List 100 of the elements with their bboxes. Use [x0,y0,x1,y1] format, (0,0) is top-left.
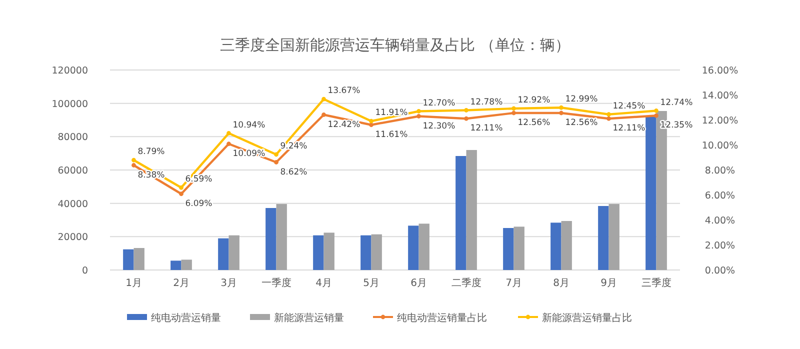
data-label: 10.94% [232,120,266,130]
x-tick-label: 7月 [506,278,522,289]
y2-tick-label: 10.00% [702,140,738,152]
x-tick-label: 一季度 [261,277,292,289]
x-tick-label: 3月 [220,278,237,289]
x-tick-label: 8月 [553,278,570,289]
bar [418,224,430,270]
bar [228,235,240,270]
y2-tick-label: 2.00% [704,240,736,252]
data-label: 12.30% [422,121,456,132]
point [464,108,468,112]
point [369,122,374,128]
data-label: 12.70% [422,98,456,108]
y-tick-label: 20000 [58,232,88,244]
y-tick-label: 40000 [58,198,88,210]
point [464,116,468,121]
point [606,116,611,121]
point [322,96,326,102]
point [512,106,516,111]
bar [181,260,192,270]
point [512,110,516,116]
bar [324,232,334,270]
bar [313,235,324,270]
y-tick-label: 0 [82,266,88,276]
data-label: 8.62% [280,167,308,178]
point [226,131,231,136]
bar [408,226,419,270]
bar [503,228,514,270]
y2-tick-label: 14.00% [702,90,738,102]
point [274,160,278,164]
y2-tick-label: 12.00% [702,116,738,126]
data-label: 12.56% [565,118,598,128]
y2-tick-label: 6.00% [704,190,736,202]
y-tick-label: 120000 [52,66,88,76]
bar [360,235,372,270]
data-label: 12.35% [660,120,693,131]
data-label: 13.67% [328,86,360,96]
point [369,118,374,124]
x-tick-label: 二季度 [451,277,482,289]
point [132,163,136,168]
point [416,109,421,114]
bar [170,260,182,270]
bar [266,208,276,270]
data-label: 6.09% [185,198,212,209]
x-tick-label: 6月 [410,278,427,289]
point [416,114,421,118]
bar [646,116,656,270]
bar [456,156,466,270]
x-tick-label: 9月 [600,278,617,289]
legend-label: 纯电动营运销量占比 [397,312,487,324]
point [132,158,136,162]
chart-title: 三季度全国新能源营运车辆销量及占比 （单位：辆） [220,36,570,54]
legend-label: 新能源营运销量占比 [542,312,632,324]
data-label: 11.91% [375,108,408,118]
data-label: 12.42% [328,120,360,130]
x-tick-label: 4月 [316,278,332,289]
x-tick-label: 1月 [126,278,142,289]
y-tick-label: 80000 [58,132,88,144]
bar [218,238,229,270]
y-tick-label: 60000 [58,166,88,176]
x-tick-label: 5月 [363,278,380,289]
y2-tick-label: 4.00% [704,216,736,226]
data-label: 12.11% [470,124,503,134]
bar [550,222,562,270]
data-label: 11.61% [375,130,408,140]
point [226,142,231,146]
y2-tick-label: 16.00% [702,66,738,76]
bar [598,206,609,270]
point [559,105,564,110]
x-tick-label: 2月 [173,278,190,289]
bar [134,248,144,270]
bar [561,221,572,270]
point [654,108,658,113]
y2-tick-label: 8.00% [704,166,736,176]
bar [608,204,620,270]
data-label: 12.11% [612,124,646,134]
y-tick-label: 100000 [52,98,88,110]
x-tick-label: 三季度 [641,277,672,289]
bar [371,234,382,270]
bar [514,226,524,270]
data-label: 12.92% [518,96,550,106]
legend-label: 新能源营运销量 [274,312,344,324]
bar [276,204,287,270]
data-label: 12.99% [565,94,598,105]
y2-tick-label: 0.00% [704,266,736,276]
point [179,192,184,196]
bar [123,249,134,270]
data-label: 12.74% [660,98,693,108]
point [274,152,278,157]
data-label: 12.78% [470,97,503,108]
data-label: 8.79% [138,147,165,158]
point [654,113,658,118]
bar [466,150,477,270]
point [179,185,184,190]
point [559,110,564,116]
point [322,112,326,117]
point [606,112,611,117]
data-label: 12.56% [518,118,550,128]
legend-label: 纯电动营运销量 [151,312,221,324]
data-label: 12.45% [612,101,646,112]
